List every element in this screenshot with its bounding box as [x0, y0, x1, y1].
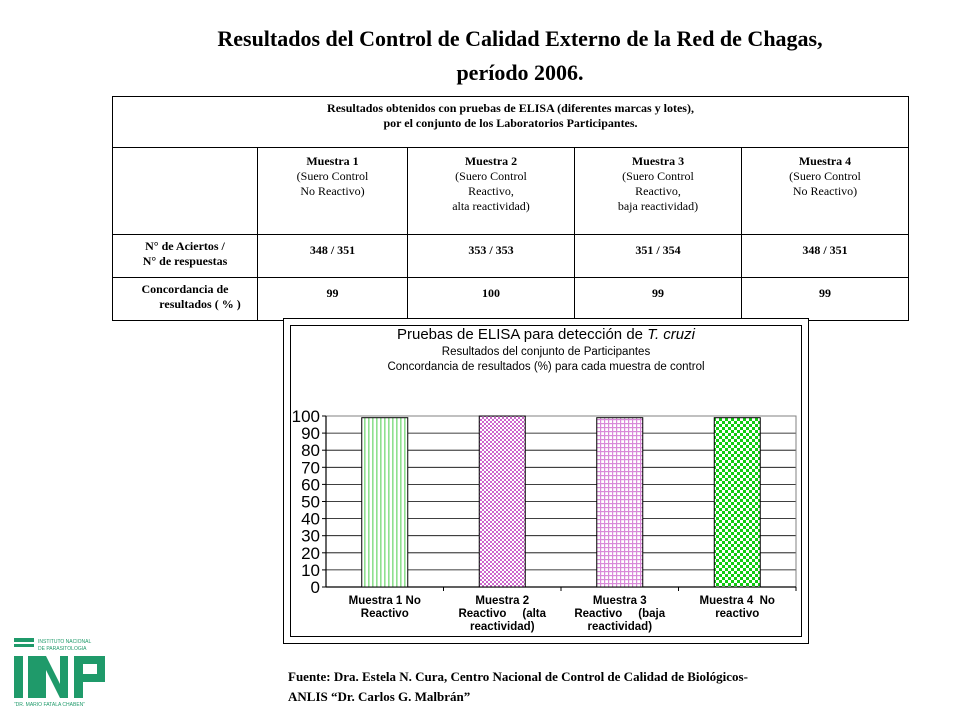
column-desc: Reactivo,	[635, 184, 681, 198]
y-tick-label: 70	[301, 458, 320, 477]
column-desc: baja reactividad)	[617, 199, 699, 213]
chart-title: Pruebas de ELISA para detección de T. cr…	[284, 327, 808, 343]
source-note: Fuente: Dra. Estela N. Cura, Centro Naci…	[288, 667, 888, 707]
column-header-muestra-3: Muestra 3 (Suero Control Reactivo, baja …	[574, 147, 742, 235]
bars	[361, 415, 761, 588]
column-header-muestra-4: Muestra 4 (Suero Control No Reactivo)	[740, 147, 910, 235]
chart-panel: Pruebas de ELISA para detección de T. cr…	[283, 318, 809, 644]
table-cell: 99	[574, 277, 742, 321]
chart-subtitle-2: Concordancia de resultados (%) para cada…	[387, 361, 705, 373]
page-title: Resultados del Control de Calidad Extern…	[0, 22, 960, 90]
row-label-line: resultados ( % )	[159, 297, 241, 311]
row-label-line: Concordancia de	[141, 282, 229, 296]
table-cell: 351 / 354	[574, 234, 742, 278]
column-name: Muestra 3	[631, 154, 685, 168]
y-tick-label: 20	[301, 544, 320, 563]
table-cell: 99	[740, 277, 910, 321]
x-tick-label: Reactivo (baja	[574, 608, 665, 620]
column-desc: (Suero Control	[455, 169, 527, 183]
table-row: Concordancia de resultados ( % ) 99 100 …	[112, 277, 910, 321]
page-title-line1: Resultados del Control de Calidad Extern…	[217, 26, 823, 51]
y-tick-label: 80	[301, 441, 320, 460]
x-tick-label: Muestra 4 No	[700, 595, 775, 607]
table-cell: 348 / 351	[257, 234, 408, 278]
row-label-concordancia: Concordancia de resultados ( % )	[112, 277, 258, 321]
chart-frame	[290, 325, 802, 637]
y-tick-label: 30	[301, 527, 320, 546]
column-header-muestra-1: Muestra 1 (Suero Control No Reactivo)	[257, 147, 408, 235]
column-name: Muestra 4	[798, 154, 852, 168]
table-row: N° de Aciertos / N° de respuestas 348 / …	[112, 234, 910, 278]
table-caption-row: Resultados obtenidos con pruebas de ELIS…	[111, 96, 910, 148]
x-tick-label: reactividad)	[587, 621, 652, 633]
column-header-muestra-2: Muestra 2 (Suero Control Reactivo, alta …	[407, 147, 575, 235]
column-name: Muestra 2	[464, 154, 518, 168]
column-desc: (Suero Control	[622, 169, 694, 183]
table-header-row: Muestra 1 (Suero Control No Reactivo) Mu…	[112, 147, 910, 235]
y-tick-label: 90	[301, 424, 320, 443]
y-tick-label: 60	[301, 475, 320, 494]
column-desc: (Suero Control	[789, 169, 861, 183]
chart-title-prefix: Pruebas de ELISA para detección de	[397, 326, 648, 343]
column-desc: alta reactividad)	[452, 199, 530, 213]
x-tick-label: reactivo	[715, 608, 759, 620]
x-tick-label: Muestra 3	[593, 595, 647, 607]
y-tick-label: 40	[301, 510, 320, 529]
results-table: Resultados obtenidos con pruebas de ELIS…	[111, 96, 910, 321]
y-tick-label: 100	[292, 407, 320, 426]
inp-logo: INSTITUTO NACIONAL DE PARASITOLOGIA “DR.…	[14, 638, 105, 708]
x-tick-label: reactividad)	[470, 621, 535, 633]
y-tick-label: 50	[301, 493, 320, 512]
column-desc: No Reactivo)	[792, 184, 858, 198]
y-tick-label: 10	[301, 561, 320, 580]
column-name: Muestra 1	[306, 154, 359, 168]
table-header-empty	[112, 147, 258, 235]
row-label-line: N° de respuestas	[142, 254, 228, 268]
table-caption: Resultados obtenidos con pruebas de ELIS…	[111, 96, 910, 148]
column-desc: Reactivo,	[468, 184, 514, 198]
logo-text-1: INSTITUTO NACIONAL	[38, 639, 91, 645]
table-cell: 100	[407, 277, 575, 321]
bar-2	[478, 415, 526, 588]
x-tick-label: Reactivo	[361, 608, 409, 620]
source-line2: ANLIS “Dr. Carlos G. Malbrán”	[288, 689, 471, 704]
logo-mark	[14, 638, 105, 698]
table-caption-line1: Resultados obtenidos con pruebas de ELIS…	[327, 101, 694, 115]
table-cell: 99	[257, 277, 408, 321]
table-caption-line2: por el conjunto de los Laboratorios Part…	[383, 116, 638, 130]
x-tick-label: Reactivo (alta	[458, 608, 546, 620]
column-desc: (Suero Control	[296, 169, 369, 183]
column-desc: No Reactivo)	[300, 184, 365, 198]
row-label-aciertos: N° de Aciertos / N° de respuestas	[112, 234, 258, 278]
chart-subtitle-1: Resultados del conjunto de Participantes	[441, 346, 651, 358]
page-title-line2: período 2006.	[456, 60, 584, 85]
table-cell: 348 / 351	[740, 234, 910, 278]
x-tick-label: Muestra 2	[475, 595, 529, 607]
source-line1: Fuente: Dra. Estela N. Cura, Centro Naci…	[288, 669, 748, 684]
logo-text-2: DE PARASITOLOGIA	[38, 646, 87, 652]
logo-text-3: “DR. MARIO FATALA CHABEN”	[14, 702, 85, 708]
x-tick-label: Muestra 1 No	[349, 595, 421, 607]
bar-4	[713, 417, 761, 588]
table-cell: 353 / 353	[407, 234, 575, 278]
bar-3	[596, 417, 644, 588]
row-label-line: N° de Aciertos /	[145, 239, 225, 253]
chart-title-species: T. cruzi	[647, 326, 695, 343]
y-tick-label: 0	[311, 578, 320, 597]
bar-1	[361, 417, 409, 588]
